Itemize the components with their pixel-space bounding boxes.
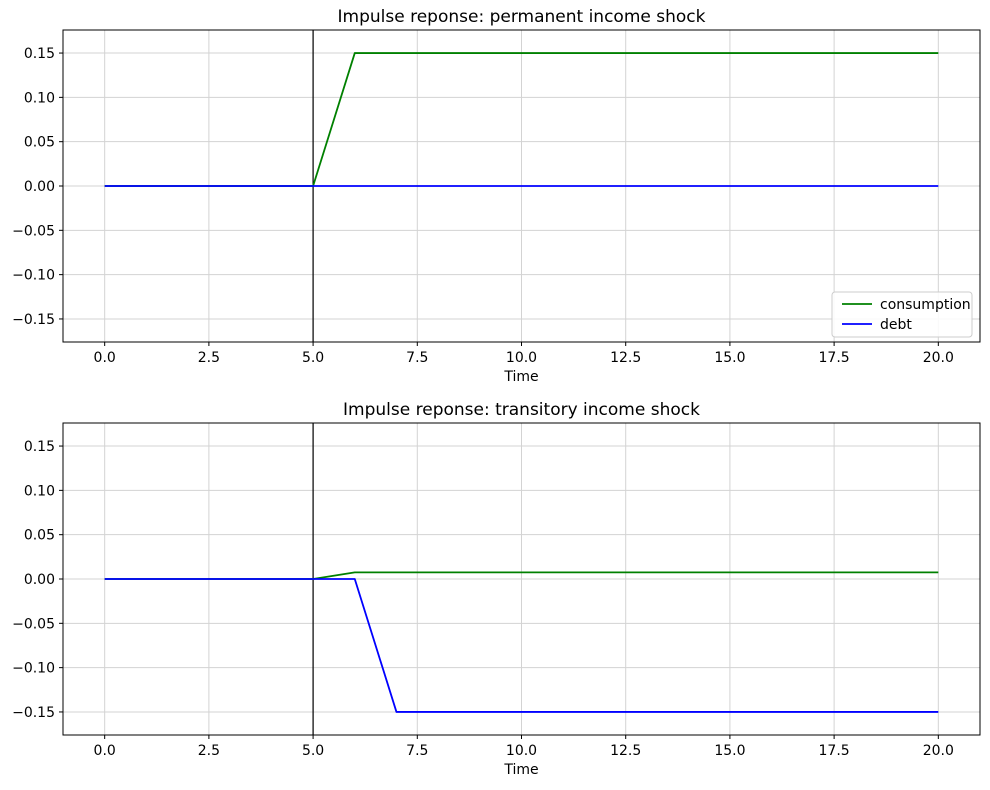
chart-title: Impulse reponse: transitory income shock	[343, 400, 700, 420]
y-tick-label: 0.05	[24, 528, 55, 544]
x-tick-label: 10.0	[506, 350, 537, 366]
x-tick-label: 17.5	[819, 743, 850, 759]
x-tick-label: 12.5	[610, 743, 641, 759]
x-tick-label: 0.0	[94, 350, 116, 366]
x-tick-label: 15.0	[714, 350, 745, 366]
y-tick-label: −0.05	[12, 616, 55, 632]
x-tick-label: 20.0	[923, 350, 954, 366]
x-tick-label: 20.0	[923, 743, 954, 759]
y-tick-label: 0.15	[24, 46, 55, 62]
legend: consumption debt	[831, 291, 973, 338]
x-tick-label: 2.5	[198, 743, 220, 759]
y-tick-label: −0.15	[12, 312, 55, 328]
x-tick-label: 2.5	[198, 350, 220, 366]
x-tick-label: 10.0	[506, 743, 537, 759]
x-tick-label: 17.5	[819, 350, 850, 366]
series-line-debt	[104, 578, 939, 713]
y-tick-label: −0.05	[12, 223, 55, 239]
y-tick-label: 0.10	[24, 483, 55, 499]
y-tick-label: 0.15	[24, 439, 55, 455]
chart-title: Impulse reponse: permanent income shock	[338, 7, 706, 27]
x-tick-label: 7.5	[406, 743, 428, 759]
legend-label: debt	[880, 317, 912, 333]
x-tick-label: 7.5	[406, 350, 428, 366]
x-axis-label: Time	[503, 369, 538, 385]
y-tick-label: 0.00	[24, 179, 55, 195]
x-tick-label: 15.0	[714, 743, 745, 759]
y-tick-label: 0.05	[24, 135, 55, 151]
axes-transitory-shock: 0.0 2.5 5.0 7.5 10.0 12.5 15.0 17.5 20.0 0.15 0.10…	[12, 400, 981, 778]
x-tick-label: 12.5	[610, 350, 641, 366]
y-tick-label: 0.00	[24, 572, 55, 588]
x-axis-label: Time	[503, 762, 538, 778]
y-tick-label: −0.10	[12, 661, 55, 677]
x-tick-label: 0.0	[94, 743, 116, 759]
y-tick-label: 0.10	[24, 90, 55, 106]
legend-label: consumption	[880, 297, 971, 313]
y-tick-label: −0.15	[12, 705, 55, 721]
x-tick-label: 5.0	[302, 350, 324, 366]
axes-permanent-shock: 0.0 2.5 5.0 7.5 10.0 12.5 15.0 17.5 20.0 0.15 0.10…	[12, 7, 981, 385]
x-tick-label: 5.0	[302, 743, 324, 759]
y-tick-label: −0.10	[12, 268, 55, 284]
